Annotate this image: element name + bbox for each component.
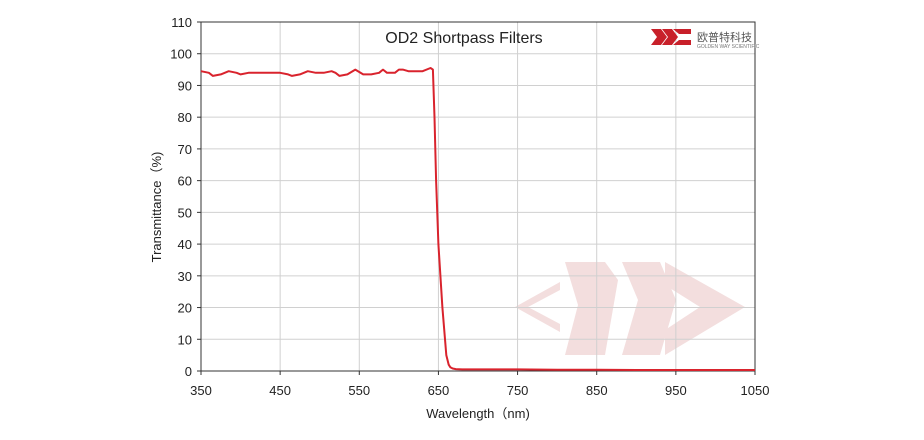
y-tick-label: 20 (178, 301, 192, 316)
x-tick-label: 350 (190, 383, 212, 398)
brand-logo-cn: 欧普特科技 (697, 30, 752, 44)
grid (201, 22, 755, 371)
y-tick-label: 50 (178, 205, 192, 220)
watermark-shape (665, 262, 745, 307)
y-tick-label: 100 (170, 47, 192, 62)
y-axis-label: Transmittance（%) (149, 152, 164, 263)
y-tick-label: 80 (178, 110, 192, 125)
brand-logo: 欧普特科技 GOLDEN WAY SCIENTIFIC (651, 29, 760, 50)
x-tick-label: 650 (428, 383, 450, 398)
x-tick-label: 550 (348, 383, 370, 398)
ticks: 0 10 20 30 40 50 60 70 80 90 100 110 350 450 550 650 750… (170, 15, 769, 398)
series-line (200, 67, 755, 371)
x-tick-label: 450 (269, 383, 291, 398)
watermark-shape (622, 262, 676, 355)
watermark-logo (515, 262, 745, 355)
x-tick-label: 950 (665, 383, 687, 398)
y-tick-label: 30 (178, 269, 192, 284)
x-axis-label: Wavelength（nm) (426, 406, 530, 421)
y-tick-label: 0 (185, 364, 192, 379)
y-tick-label: 110 (171, 15, 192, 30)
chart-title: OD2 Shortpass Filters (385, 30, 542, 47)
watermark-shape (515, 282, 560, 332)
y-tick-label: 60 (178, 174, 192, 189)
x-tick-label: 850 (586, 383, 608, 398)
x-tick-label: 1050 (741, 383, 770, 398)
watermark-shape (565, 262, 618, 355)
y-tick-label: 40 (178, 237, 192, 252)
y-tick-label: 90 (178, 78, 192, 93)
brand-logo-mark (651, 29, 691, 45)
watermark-shape (665, 307, 745, 355)
y-tick-label: 70 (178, 142, 192, 157)
plot-frame (200, 21, 756, 372)
y-tick-label: 10 (178, 332, 192, 347)
x-tick-label: 750 (507, 383, 529, 398)
brand-logo-en: GOLDEN WAY SCIENTIFIC (697, 44, 760, 50)
